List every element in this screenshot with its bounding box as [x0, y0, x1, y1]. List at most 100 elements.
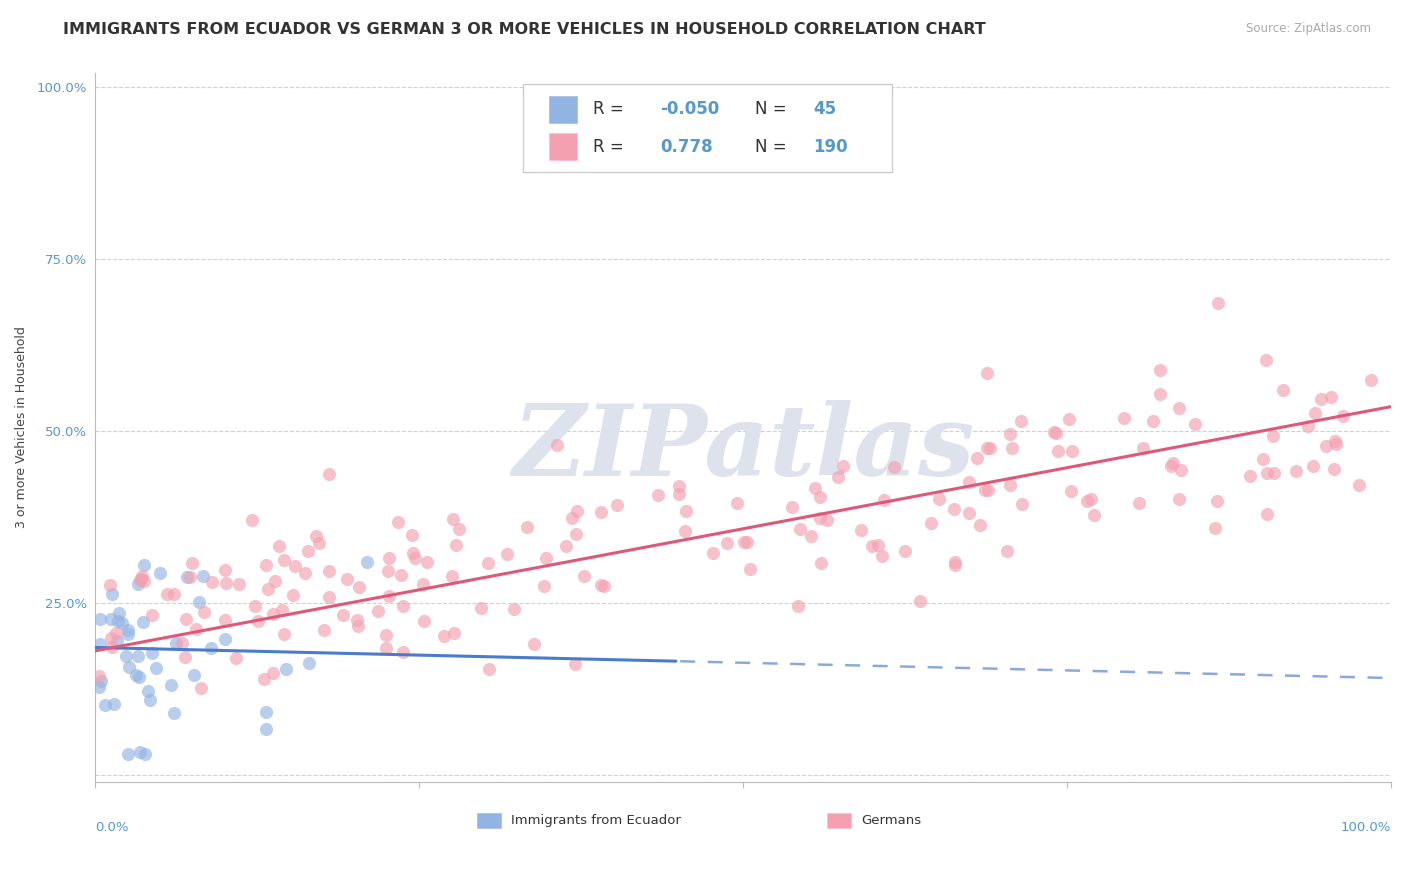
Point	[391, 599, 413, 613]
Point	[976, 366, 998, 380]
Point	[1251, 452, 1274, 467]
Point	[377, 565, 399, 579]
Point	[979, 441, 1001, 455]
Point	[606, 499, 628, 513]
Text: ZIPatlas: ZIPatlas	[512, 401, 974, 497]
Point	[100, 631, 122, 645]
Point	[1204, 521, 1226, 535]
FancyBboxPatch shape	[548, 133, 576, 160]
Point	[441, 569, 464, 583]
Point	[111, 615, 134, 630]
Point	[155, 586, 177, 600]
Point	[412, 577, 434, 591]
Point	[1302, 458, 1324, 473]
Point	[254, 558, 277, 573]
Point	[998, 478, 1021, 492]
Point	[447, 523, 470, 537]
Point	[1001, 441, 1024, 455]
Point	[100, 640, 122, 654]
Point	[346, 613, 368, 627]
Point	[443, 625, 465, 640]
Point	[546, 438, 568, 452]
Point	[1254, 352, 1277, 367]
Point	[392, 644, 415, 658]
Point	[1057, 412, 1080, 426]
Point	[1315, 440, 1337, 454]
Point	[1010, 414, 1032, 428]
Point	[957, 506, 980, 520]
Point	[165, 636, 187, 650]
Point	[565, 527, 588, 541]
Point	[1331, 409, 1354, 423]
Point	[496, 547, 519, 561]
Point	[193, 605, 215, 619]
Point	[593, 579, 616, 593]
Point	[446, 538, 468, 552]
Point	[966, 450, 988, 465]
Point	[200, 640, 222, 655]
Point	[735, 534, 758, 549]
Point	[998, 426, 1021, 441]
Point	[254, 722, 277, 736]
Point	[404, 550, 426, 565]
Point	[827, 470, 849, 484]
Point	[141, 607, 163, 622]
Point	[1160, 458, 1182, 473]
Point	[132, 615, 155, 629]
Point	[787, 599, 810, 613]
Text: 0.778: 0.778	[659, 137, 713, 155]
Point	[870, 549, 893, 563]
FancyBboxPatch shape	[548, 95, 576, 122]
Point	[117, 627, 139, 641]
Point	[90, 673, 112, 688]
Point	[1060, 444, 1083, 458]
Point	[214, 563, 236, 577]
Point	[402, 546, 425, 560]
Text: N =: N =	[755, 100, 792, 118]
Point	[378, 589, 401, 603]
Point	[257, 582, 280, 597]
Point	[789, 522, 811, 536]
Point	[245, 599, 267, 614]
Point	[1205, 494, 1227, 508]
Text: N =: N =	[755, 137, 792, 155]
Point	[873, 493, 896, 508]
Point	[1360, 372, 1382, 386]
Point	[928, 491, 950, 506]
Point	[883, 459, 905, 474]
Point	[108, 606, 131, 620]
Point	[374, 640, 396, 655]
Point	[1083, 508, 1105, 522]
Point	[160, 678, 183, 692]
Text: -0.050: -0.050	[659, 100, 720, 118]
Point	[432, 630, 454, 644]
Point	[478, 662, 501, 676]
Point	[800, 529, 823, 543]
Point	[100, 612, 122, 626]
Point	[572, 568, 595, 582]
Point	[1168, 491, 1191, 506]
Point	[172, 636, 194, 650]
Point	[240, 513, 263, 527]
Point	[943, 555, 966, 569]
Point	[1149, 363, 1171, 377]
Text: 45: 45	[813, 100, 837, 118]
Point	[1324, 436, 1347, 450]
Point	[567, 503, 589, 517]
Text: 100.0%: 100.0%	[1341, 821, 1391, 834]
FancyBboxPatch shape	[827, 813, 851, 829]
Point	[201, 575, 224, 590]
Point	[332, 607, 354, 622]
Point	[127, 648, 149, 663]
Point	[1128, 496, 1150, 510]
Point	[101, 586, 124, 600]
Point	[413, 614, 436, 628]
Point	[1320, 390, 1343, 404]
Point	[377, 550, 399, 565]
Point	[977, 483, 1000, 498]
Point	[87, 680, 110, 694]
Point	[804, 481, 827, 495]
Point	[1080, 491, 1102, 506]
Text: Source: ZipAtlas.com: Source: ZipAtlas.com	[1246, 22, 1371, 36]
Text: Germans: Germans	[860, 814, 921, 827]
